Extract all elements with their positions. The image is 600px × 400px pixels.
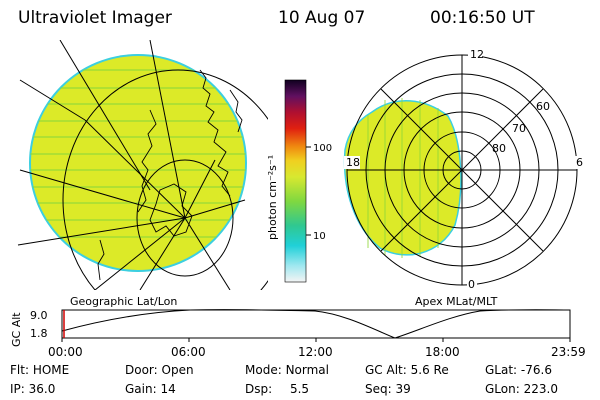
time-tick-1200: 12:00 bbox=[298, 345, 333, 359]
mlt-label-12: 12 bbox=[470, 48, 484, 61]
altitude-ytick-1-8: 1.8 bbox=[30, 327, 48, 340]
instrument-title: Ultraviolet Imager bbox=[18, 8, 172, 28]
status-flt: Flt: HOME bbox=[10, 363, 70, 377]
mlt-label-18: 18 bbox=[346, 156, 360, 169]
status-gain: Gain: 14 bbox=[125, 382, 176, 396]
mlat-label-80: 80 bbox=[492, 142, 506, 155]
mlat-label-60: 60 bbox=[536, 100, 550, 113]
mlt-label-6: 6 bbox=[576, 156, 583, 169]
time-tick-0600: 06:00 bbox=[171, 345, 206, 359]
lat-lon-grid bbox=[17, 40, 268, 290]
right-map-caption: Apex MLat/MLT bbox=[415, 295, 498, 308]
time-tick-0000: 00:00 bbox=[48, 345, 83, 359]
status-ip: IP: 36.0 bbox=[10, 382, 56, 396]
status-glon: GLon: 223.0 bbox=[485, 382, 558, 396]
colorbar-tick-100: 100 bbox=[313, 143, 332, 154]
altitude-curve bbox=[61, 309, 571, 339]
colorbar-tick-10: 10 bbox=[313, 231, 326, 242]
status-glat: GLat: -76.6 bbox=[485, 363, 552, 377]
date-label: 10 Aug 07 bbox=[278, 8, 366, 28]
time-tick-2359: 23:59 bbox=[551, 345, 586, 359]
aurora-image-left bbox=[29, 54, 247, 272]
time-label: 00:16:50 UT bbox=[430, 8, 535, 28]
status-dsp: Dsp: 5.5 bbox=[245, 382, 310, 396]
polar-grid bbox=[346, 54, 578, 286]
left-map-caption: Geographic Lat/Lon bbox=[70, 295, 178, 308]
mlat-label-70: 70 bbox=[512, 122, 526, 135]
altitude-ytick-9: 9.0 bbox=[30, 309, 48, 322]
altitude-ylabel: GC Alt bbox=[10, 312, 23, 347]
status-mode: Mode: Normal bbox=[245, 363, 329, 377]
coastline bbox=[97, 69, 243, 281]
time-tick-1800: 18:00 bbox=[425, 345, 460, 359]
mlt-label-0: 0 bbox=[468, 278, 475, 291]
status-gc-alt: GC Alt: 5.6 Re bbox=[365, 363, 449, 377]
status-door: Door: Open bbox=[125, 363, 194, 377]
colorbar-unit-label: photon cm⁻²s⁻¹ bbox=[266, 155, 279, 240]
status-seq: Seq: 39 bbox=[365, 382, 411, 396]
